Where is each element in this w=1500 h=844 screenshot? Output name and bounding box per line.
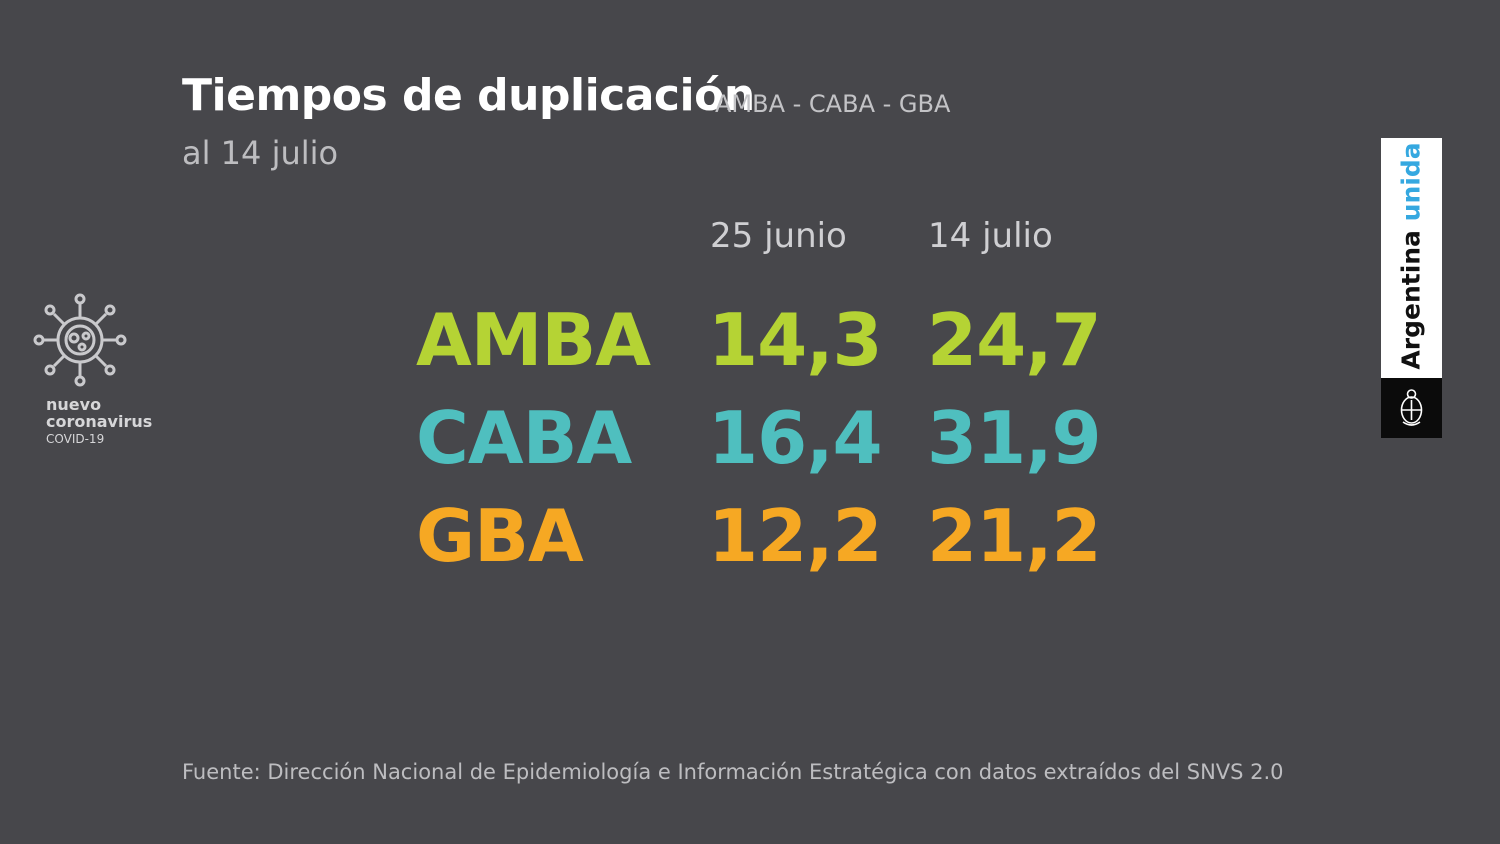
date-line: al 14 julio: [182, 134, 339, 172]
column-header-1: 25 junio: [710, 216, 847, 256]
source-footer: Fuente: Dirección Nacional de Epidemiolo…: [182, 760, 1284, 784]
logo-text: nuevo coronavirus COVID-19: [46, 395, 153, 446]
row-value-amba-1: 14,3: [708, 298, 883, 382]
argentina-unida-badge: Argentina unida: [1381, 138, 1442, 438]
row-value-amba-2: 24,7: [927, 298, 1102, 382]
row-value-gba-1: 12,2: [708, 494, 883, 578]
badge-word-1: Argentina: [1396, 230, 1426, 370]
logo-line-1: nuevo: [46, 395, 102, 414]
row-value-caba-2: 31,9: [927, 396, 1102, 480]
page-title: Tiempos de duplicación: [182, 70, 755, 121]
badge-text: Argentina unida: [1397, 142, 1426, 369]
row-value-caba-1: 16,4: [708, 396, 883, 480]
row-label-caba: CABA: [416, 396, 632, 480]
badge-word-2: unida: [1396, 142, 1426, 222]
row-label-gba: GBA: [416, 494, 584, 578]
logo-line-2: coronavirus: [46, 411, 153, 431]
virus-icon: [33, 293, 127, 387]
logo-line-3: COVID-19: [46, 431, 105, 446]
column-header-2: 14 julio: [928, 216, 1053, 256]
row-value-gba-2: 21,2: [927, 494, 1102, 578]
page-subtitle: AMBA - CABA - GBA: [715, 90, 951, 118]
coat-of-arms-icon: [1400, 389, 1423, 426]
row-label-amba: AMBA: [416, 298, 651, 382]
